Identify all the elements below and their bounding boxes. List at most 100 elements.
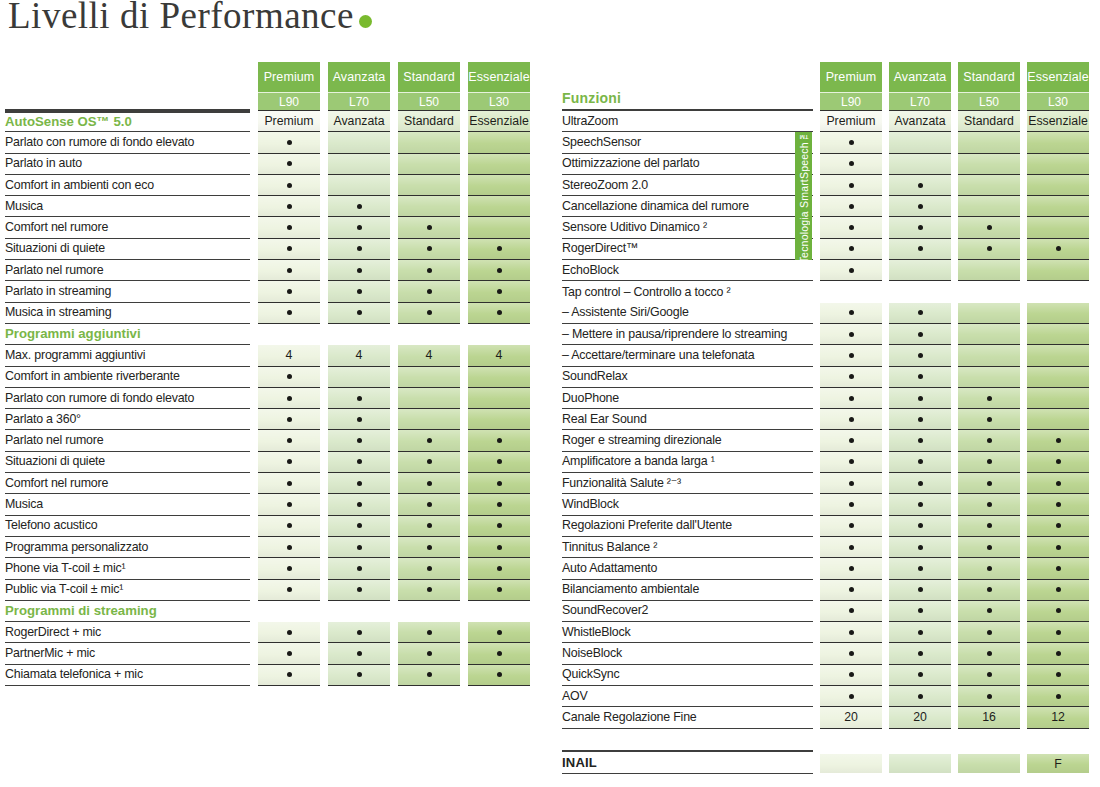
model-label: L90 [258,92,320,111]
performance-levels-table: Premium L90 Avanzata L70 Standard L50 Es… [5,62,530,686]
feature-cell [328,473,390,494]
row-label: AOV [562,686,813,707]
feature-cell [958,516,1020,537]
table-row: RogerDirect + mic [5,622,530,643]
feature-cell: Premium [820,111,882,132]
included-dot-icon [987,417,992,422]
feature-cell [258,537,320,558]
included-dot-icon [427,268,432,273]
table-row: Parlato a 360° [5,409,530,430]
included-dot-icon [427,523,432,528]
included-dot-icon [287,374,292,379]
included-dot-icon [987,523,992,528]
row-label: Musica [5,494,250,515]
feature-cell: 20 [889,707,951,728]
included-dot-icon [427,672,432,677]
included-dot-icon [427,225,432,230]
feature-cell [958,175,1020,196]
table-row: Parlato nel rumore [5,430,530,451]
included-dot-icon [849,310,854,315]
table-row: Public via T-coil ± mic¹ [5,580,530,601]
table-row: Regolazioni Preferite dall'Utente [562,516,1089,537]
column-header-avanzata: Avanzata L70 [328,62,390,111]
table-row: Telefono acustico [5,516,530,537]
feature-cell [468,196,530,217]
feature-cell [328,303,390,324]
feature-cell [468,580,530,601]
feature-cell [820,324,882,345]
included-dot-icon [918,396,923,401]
feature-cell [1027,601,1089,622]
row-label: Regolazioni Preferite dall'Utente [562,516,813,537]
left-table-header: Premium L90 Avanzata L70 Standard L50 Es… [5,62,530,111]
feature-cell [1027,303,1089,324]
model-label: L70 [328,92,390,111]
included-dot-icon [497,630,502,635]
included-dot-icon [987,502,992,507]
feature-cell [258,473,320,494]
included-dot-icon [918,183,923,188]
included-dot-icon [849,268,854,273]
included-dot-icon [427,438,432,443]
feature-cell [820,622,882,643]
included-dot-icon [849,246,854,251]
feature-cell [1027,665,1089,686]
included-dot-icon [918,545,923,550]
feature-cell [889,643,951,664]
feature-cell [258,367,320,388]
feature-cell [820,388,882,409]
feature-cell [398,643,460,664]
table-row: Chiamata telefonica + mic [5,665,530,686]
feature-cell [328,558,390,579]
feature-cell [889,154,951,175]
feature-cell [398,409,460,430]
included-dot-icon [427,630,432,635]
included-dot-icon [918,310,923,315]
tier-label: Premium [820,62,882,92]
row-label: Roger e streaming direzionale [562,430,813,451]
included-dot-icon [918,459,923,464]
row-label: StereoZoom 2.0 [562,175,813,196]
smartspeech-bar-label: Tecnologia SmartSpeech™ [798,130,810,263]
included-dot-icon [849,694,854,699]
feature-cell [398,196,460,217]
included-dot-icon [987,545,992,550]
row-label: Comfort in ambiente riverberante [5,367,250,388]
table-row: StereoZoom 2.0 [562,175,1089,196]
row-label: QuickSync [562,665,813,686]
included-dot-icon [849,225,854,230]
feature-cell [889,665,951,686]
included-dot-icon [287,246,292,251]
included-dot-icon [918,694,923,699]
included-dot-icon [1056,459,1061,464]
feature-cell [958,239,1020,260]
row-label: INAIL [562,750,813,774]
included-dot-icon [987,481,992,486]
table-row: EchoBlock [562,260,1089,281]
included-dot-icon [287,545,292,550]
feature-cell [258,260,320,281]
included-dot-icon [427,502,432,507]
included-dot-icon [287,268,292,273]
included-dot-icon [287,396,292,401]
feature-cell [468,430,530,451]
feature-cell [258,494,320,515]
feature-cell [258,388,320,409]
feature-cell [889,367,951,388]
table-row: – Accettare/terminare una telefonata [562,345,1089,366]
feature-cell [958,260,1020,281]
feature-cell [820,132,882,153]
row-label: Musica [5,196,250,217]
row-label: Canale Regolazione Fine [562,707,813,728]
row-label: Programmi di streaming [5,601,250,622]
included-dot-icon [427,246,432,251]
model-label: L50 [958,92,1020,111]
feature-cell [468,175,530,196]
row-label: AutoSense OS™ 5.0 [5,111,250,132]
row-label: Bilanciamento ambientale [562,580,813,601]
included-dot-icon [287,587,292,592]
included-dot-icon [1056,523,1061,528]
page: Livelli di Performance Premium L90 Avanz… [0,0,1100,787]
row-label: SoundRelax [562,367,813,388]
included-dot-icon [849,140,854,145]
